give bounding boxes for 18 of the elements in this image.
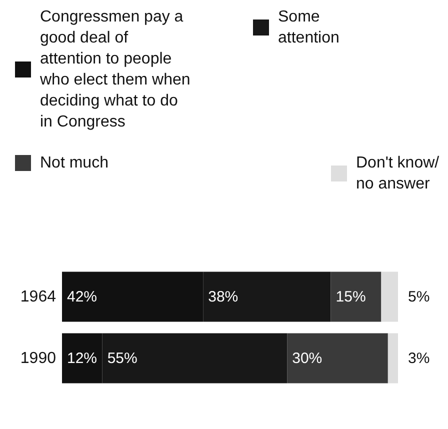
legend-label: Not much: [40, 154, 108, 172]
y-tick-label: 1990: [20, 350, 56, 367]
bar: [381, 272, 398, 322]
data-label: 42%: [67, 288, 98, 306]
data-label: 12%: [67, 350, 98, 367]
bar: [330, 272, 382, 322]
data-label: 30%: [292, 350, 322, 367]
legend-label: Don't know/ no answer: [356, 154, 440, 192]
bar: [287, 333, 388, 384]
legend-label: Congressmen pay a good deal of attention to people who elect them when deciding what to do in Congress: [39, 8, 190, 130]
data-label: 15%: [336, 288, 366, 306]
data-label: 3%: [408, 350, 430, 367]
data-label: 55%: [107, 350, 138, 367]
bar: [388, 333, 398, 384]
legend-label: Some attention: [278, 8, 340, 46]
data-label: 38%: [208, 288, 238, 306]
data-label: 5%: [408, 288, 430, 306]
y-tick-label: 1964: [20, 288, 56, 306]
